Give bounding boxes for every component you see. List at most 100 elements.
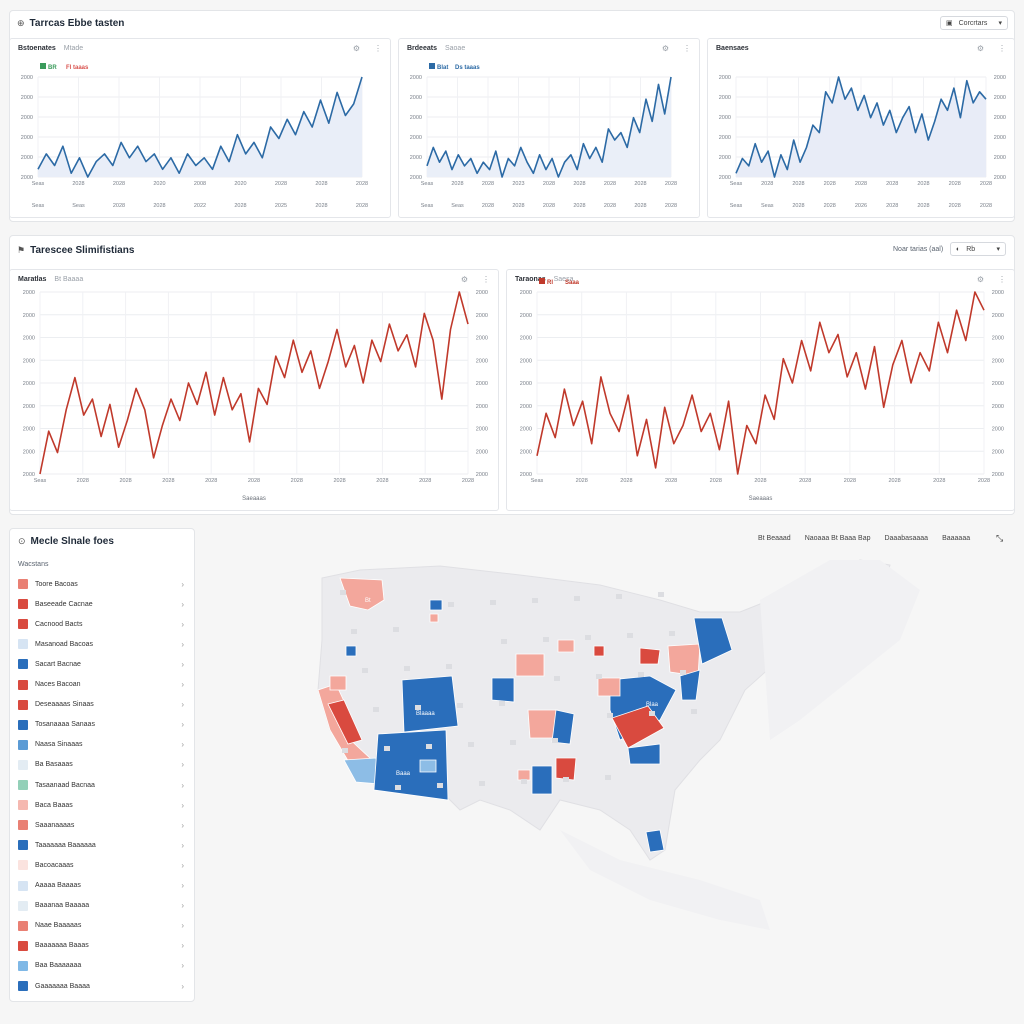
y-tick-label: 2000 (520, 313, 532, 319)
y-tick-label: 2000 (23, 472, 35, 478)
y-tick-label: 2000 (23, 381, 35, 387)
map-county (607, 713, 613, 718)
state-list-item[interactable]: Gaaaaaaa Baaaa › (18, 979, 188, 993)
color-swatch (18, 780, 28, 790)
map-county (510, 740, 516, 745)
expand-icon[interactable]: ⤡ (996, 533, 1004, 543)
map-county (554, 676, 560, 681)
state-list-item[interactable]: Baa Baaaaaaa › (18, 959, 188, 973)
legend-tag: Blat (437, 65, 448, 71)
card-subtitle: Saoae (444, 45, 466, 52)
header-dropdown[interactable]: ▣ Corcrtars ▾ (940, 16, 1008, 30)
map-control-0[interactable]: Bt Beaaad (758, 535, 791, 542)
state-list-item[interactable]: Naasa Sinaaas › (18, 738, 188, 752)
chevron-down-icon: ▾ (996, 246, 1000, 253)
legend-tag: Saaa (565, 280, 580, 286)
x-tick-label: 2028 (543, 181, 555, 187)
map-county (501, 639, 507, 644)
line-chart: 2000 2000 2000 2000 2000 2000 2000 2000 2000 2000… (719, 75, 1006, 209)
x-tick-label-secondary: 2028 (792, 203, 804, 209)
settings-icon[interactable]: ⚙ (976, 275, 984, 284)
map-control-3[interactable]: Baaaaaa (942, 535, 971, 542)
x-tick-label-secondary: 2028 (886, 203, 898, 209)
state-list-item[interactable]: Sacart Bacnae › (18, 657, 188, 671)
map-county (658, 592, 664, 597)
x-tick-label: 2008 (194, 181, 206, 187)
color-swatch (18, 679, 28, 690)
x-tick-label: 2028 (792, 181, 804, 187)
y-tick-label: 2000 (520, 358, 532, 364)
y-tick-label-right: 2000 (994, 135, 1006, 141)
y-tick-label-right: 2000 (992, 404, 1004, 410)
x-axis-label: Saeaaas (242, 496, 266, 502)
map-region (639, 647, 661, 665)
x-tick-label-secondary: 2028 (153, 203, 165, 209)
color-swatch (18, 981, 28, 991)
mid-control-select[interactable]: ◐ Rb ▾ (950, 242, 1006, 256)
state-list-item[interactable]: Saaanaaaas › (18, 818, 188, 832)
state-list-item[interactable]: Deseaaaas Sinaas › (18, 698, 188, 712)
map-region (593, 645, 605, 657)
more-icon[interactable]: ⋮ (482, 275, 490, 284)
state-list-item[interactable]: Naae Baaaaas › (18, 919, 188, 933)
x-tick-label-secondary: 2025 (275, 203, 287, 209)
state-list-item[interactable]: Baseeade Cacnae › (18, 597, 188, 611)
card-header: Taraonas Saesa (515, 276, 573, 283)
map-control-2[interactable]: Daaabasaaaa (884, 535, 929, 542)
map-county (404, 666, 410, 671)
x-tick-label: 2028 (761, 181, 773, 187)
more-icon[interactable]: ⋮ (998, 44, 1006, 53)
card-header: Baensaes (716, 45, 757, 52)
chevron-right-icon: › (181, 740, 184, 750)
map-region (429, 599, 443, 611)
state-list-item[interactable]: Masanoad Bacoas › (18, 637, 188, 651)
x-tick-label: 2028 (933, 478, 945, 484)
state-list-item[interactable]: Cacnood Bacts › (18, 617, 188, 631)
map-region (551, 709, 575, 745)
map-control-1[interactable]: Naoaaa Bt Baaa Bap (804, 535, 871, 542)
settings-icon[interactable]: ⚙ (352, 44, 360, 53)
map-county (446, 664, 452, 669)
more-icon[interactable]: ⋮ (374, 44, 382, 53)
settings-icon[interactable]: ⚙ (460, 275, 468, 284)
x-tick-label-secondary: Seas (730, 203, 743, 209)
card-icons: ⚙ ⋮ (353, 44, 382, 53)
more-icon[interactable]: ⋮ (683, 44, 691, 53)
state-list-item[interactable]: Baaanaa Baaaaa › (18, 899, 188, 913)
settings-icon[interactable]: ⚙ (976, 44, 984, 53)
y-tick-label-right: 2000 (992, 381, 1004, 387)
state-list-item[interactable]: Bacoacaaas › (18, 858, 188, 872)
x-tick-label: 2028 (844, 478, 856, 484)
more-icon[interactable]: ⋮ (998, 275, 1006, 284)
state-label: Baa Baaaaaaa (35, 962, 82, 970)
state-list-item[interactable]: Tosanaaaa Sanaas › (18, 718, 188, 732)
state-list-item[interactable]: Aaaaa Baaaas › (18, 879, 188, 893)
card-subtitle: Bt Baaaa (54, 276, 84, 283)
state-list-item[interactable]: Taaaaaaa Baaaaaa › (18, 838, 188, 852)
line-chart: 2000 2000 2000 2000 2000 2000 2000 2000 2000 2000… (520, 278, 1004, 502)
state-list-item[interactable]: Ba Basaaas › (18, 758, 188, 772)
x-tick-label: 2028 (77, 478, 89, 484)
state-list-item[interactable]: Baaaaaaa Baaas › (18, 939, 188, 953)
map-controls: Bt Beaaad Naoaaa Bt Baaa Bap Daaabasaaaa… (758, 535, 970, 542)
state-label: Baaaaaaa Baaas (35, 942, 89, 950)
state-list-item[interactable]: Baca Baaas › (18, 798, 188, 812)
map-county (362, 668, 368, 673)
map-region (627, 743, 661, 765)
settings-icon[interactable]: ⚙ (661, 44, 669, 53)
x-tick-label: 2028 (248, 478, 260, 484)
y-tick-label: 2000 (719, 175, 731, 181)
y-tick-label: 2000 (520, 472, 532, 478)
state-list-item[interactable]: Toore Bacoas › (18, 577, 188, 591)
map-region (329, 675, 347, 691)
state-list-item[interactable]: Naces Bacoan › (18, 678, 188, 692)
map-region (373, 729, 449, 801)
state-list-item[interactable]: Tasaanaad Bacnaa › (18, 778, 188, 792)
card-header: Bstoenates Mtade (18, 45, 83, 52)
state-label: Gaaaaaaa Baaaa (35, 982, 90, 990)
chevron-right-icon: › (181, 720, 184, 730)
x-tick-label: 2028 (754, 478, 766, 484)
map-region (429, 613, 439, 623)
